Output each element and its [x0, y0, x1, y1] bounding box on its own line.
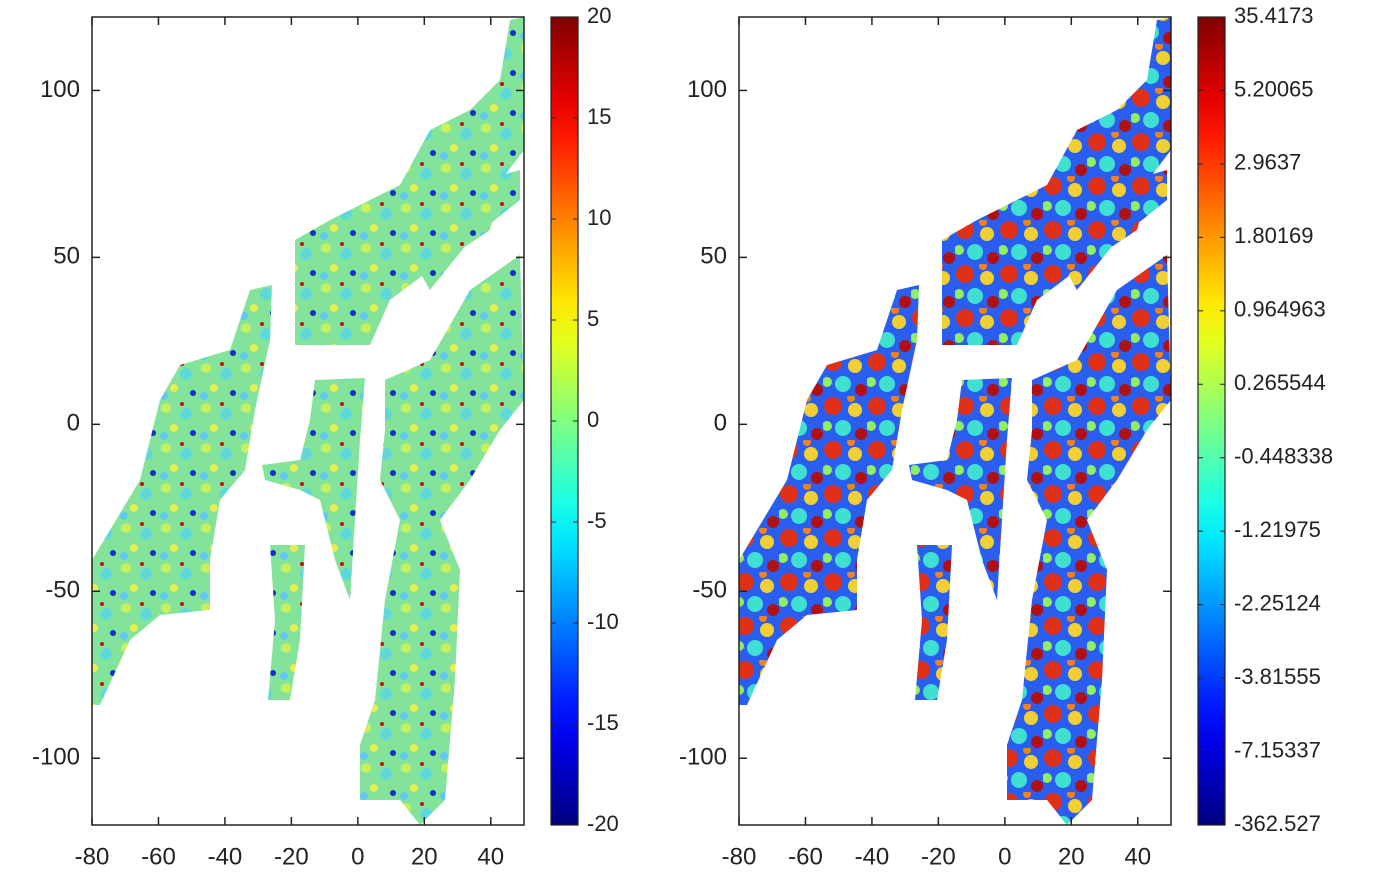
map-right	[739, 17, 1171, 825]
x-tick-label: -60	[141, 843, 176, 870]
colorbar-tick-label: 15	[587, 104, 611, 129]
x-tick-label: 0	[998, 843, 1011, 870]
colorbar-tick-label: -15	[587, 710, 619, 735]
x-tick-label: -80	[75, 843, 110, 870]
y-tick-label: 100	[687, 76, 727, 103]
axes-frame	[91, 16, 525, 826]
x-tick-label: 40	[477, 843, 504, 870]
y-tick-label: 50	[700, 243, 727, 270]
x-tick-label: -20	[274, 843, 309, 870]
colorbar-tick-label: 5.20065	[1234, 76, 1314, 101]
y-tick-label: -100	[679, 744, 727, 771]
colorbar-tick-label: 5	[587, 306, 599, 331]
colorbar-tick-label: -2.25124	[1234, 590, 1321, 615]
y-tick-label: 0	[67, 410, 80, 437]
colorbar-tick-label: 0.964963	[1234, 297, 1326, 322]
y-tick-label: -50	[45, 577, 80, 604]
x-tick-label: 20	[1058, 843, 1085, 870]
x-tick-label: 0	[351, 843, 364, 870]
colorbar-tick-label: -362.527	[1234, 811, 1321, 836]
colorbar-tick-label: 20	[587, 3, 611, 28]
colorbar-tick-label: -10	[587, 609, 619, 634]
y-tick-label: -50	[692, 577, 727, 604]
axes-frame	[738, 16, 1172, 826]
colorbar-tick-label: -1.21975	[1234, 517, 1321, 542]
x-tick-label: -20	[921, 843, 956, 870]
y-tick-label: -100	[32, 744, 80, 771]
y-tick-label: 100	[40, 76, 80, 103]
colorbar-tick-label: -3.81555	[1234, 664, 1321, 689]
colorbar-tick-label: -0.448338	[1234, 444, 1333, 469]
x-tick-label: -60	[788, 843, 823, 870]
x-tick-label: -40	[208, 843, 243, 870]
colorbar-tick-label: 0	[587, 407, 599, 432]
colorbar-tick-label: 10	[587, 205, 611, 230]
y-tick-label: 0	[714, 410, 727, 437]
y-tick-label: 50	[53, 243, 80, 270]
x-tick-label: -80	[722, 843, 757, 870]
colorbar-scale	[1197, 16, 1226, 826]
colorbar: -362.527 -7.15337 -3.81555 -2.25124 -1.21975…	[1197, 3, 1333, 836]
colorbar-tick-label: -7.15337	[1234, 737, 1321, 762]
colorbar-tick-label: -5	[587, 508, 607, 533]
colorbar-tick-label: 35.4173	[1234, 3, 1314, 28]
map-left	[92, 17, 524, 825]
colorbar-tick-label: 2.9637	[1234, 150, 1301, 175]
colorbar: -20 -15 -10 -5 0 5 10 15 20	[550, 3, 619, 836]
x-tick-label: -40	[855, 843, 890, 870]
colorbar-tick-label: -20	[587, 811, 619, 836]
colorbar-tick-label: 0.265544	[1234, 370, 1326, 395]
x-tick-label: 20	[411, 843, 438, 870]
colorbar-tick-label: 1.80169	[1234, 223, 1314, 248]
x-tick-label: 40	[1124, 843, 1151, 870]
